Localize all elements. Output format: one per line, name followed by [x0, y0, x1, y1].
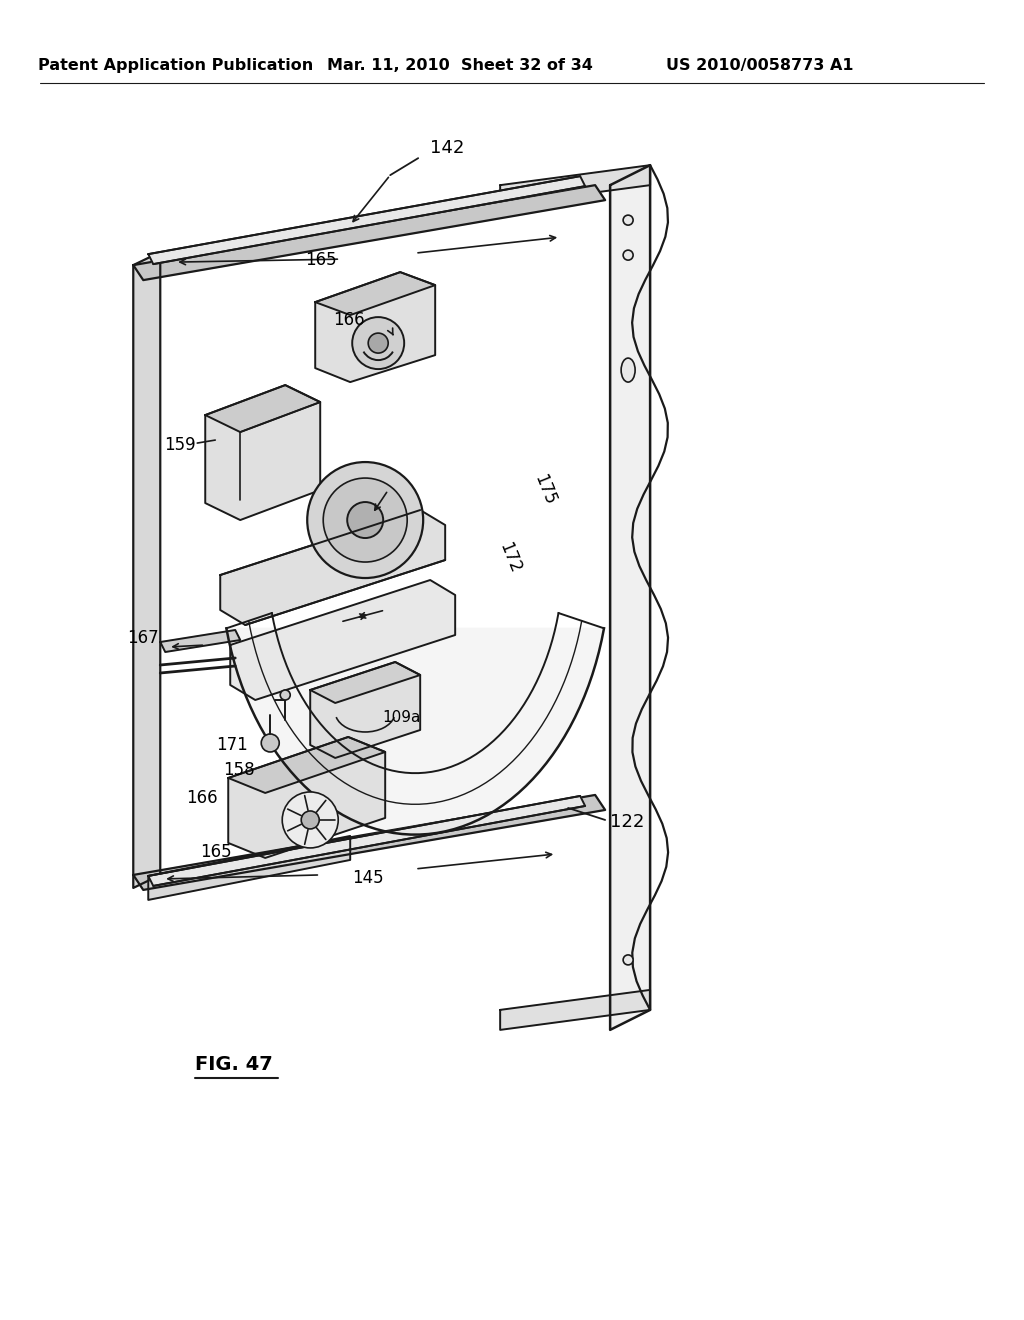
Circle shape: [352, 317, 404, 370]
Polygon shape: [205, 385, 321, 432]
Text: 167: 167: [127, 630, 159, 647]
Polygon shape: [228, 737, 385, 793]
Text: 159: 159: [164, 436, 196, 454]
Text: 158: 158: [223, 760, 255, 779]
Circle shape: [281, 690, 290, 700]
Circle shape: [624, 215, 633, 226]
Text: 165: 165: [201, 843, 232, 861]
Ellipse shape: [622, 358, 635, 381]
Text: 145: 145: [352, 869, 384, 887]
Text: 166: 166: [333, 312, 365, 329]
Polygon shape: [133, 252, 161, 888]
Polygon shape: [161, 630, 241, 652]
Polygon shape: [228, 737, 385, 858]
Text: 171: 171: [216, 737, 248, 754]
Text: FIG. 47: FIG. 47: [196, 1056, 273, 1074]
Circle shape: [261, 734, 280, 752]
Circle shape: [301, 810, 319, 829]
Polygon shape: [226, 628, 604, 834]
Text: 109a: 109a: [382, 710, 421, 726]
Polygon shape: [610, 165, 650, 1030]
Polygon shape: [310, 663, 420, 758]
Text: Mar. 11, 2010  Sheet 32 of 34: Mar. 11, 2010 Sheet 32 of 34: [328, 58, 593, 73]
Polygon shape: [315, 272, 435, 381]
Circle shape: [347, 502, 383, 539]
Polygon shape: [500, 990, 650, 1030]
Polygon shape: [148, 836, 350, 900]
Polygon shape: [310, 663, 420, 704]
Circle shape: [307, 462, 423, 578]
Text: 165: 165: [305, 251, 337, 269]
Text: 175: 175: [530, 473, 559, 508]
Polygon shape: [220, 510, 445, 624]
Polygon shape: [133, 795, 605, 890]
Polygon shape: [148, 176, 585, 264]
Text: 172: 172: [496, 540, 524, 576]
Circle shape: [624, 954, 633, 965]
Text: 122: 122: [610, 813, 644, 832]
Polygon shape: [205, 385, 321, 520]
Polygon shape: [315, 272, 435, 315]
Polygon shape: [500, 165, 650, 205]
Polygon shape: [230, 579, 456, 700]
Text: 142: 142: [430, 139, 465, 157]
Circle shape: [283, 792, 338, 847]
Text: US 2010/0058773 A1: US 2010/0058773 A1: [667, 58, 854, 73]
Circle shape: [369, 333, 388, 352]
Circle shape: [324, 478, 408, 562]
Text: 166: 166: [186, 789, 218, 807]
Circle shape: [624, 249, 633, 260]
Text: Patent Application Publication: Patent Application Publication: [38, 58, 313, 73]
Polygon shape: [148, 796, 585, 886]
Polygon shape: [133, 185, 605, 280]
